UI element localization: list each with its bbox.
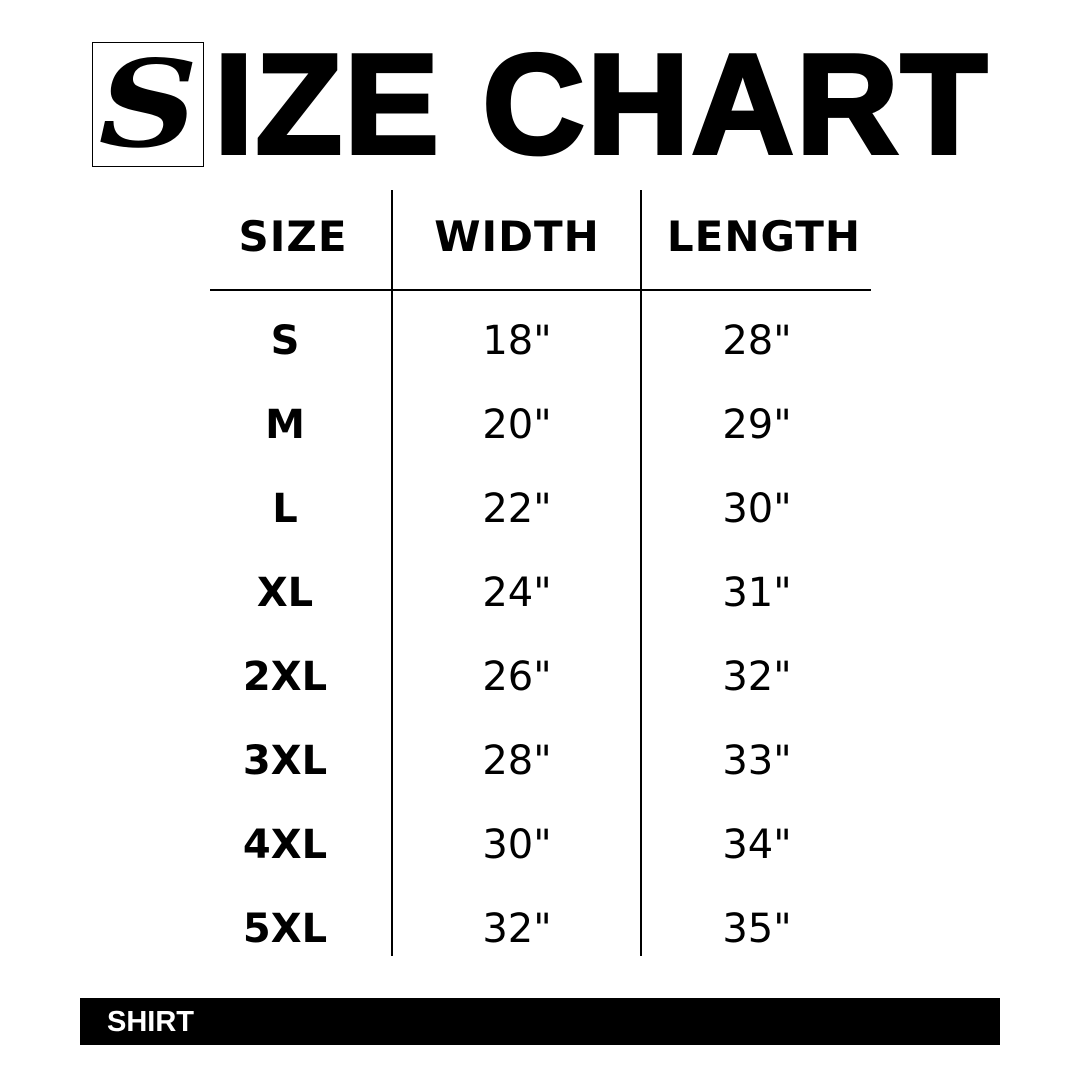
cell-width: 24" [482, 570, 552, 616]
cell-length: 28" [722, 318, 792, 364]
cell-length: 32" [722, 654, 792, 700]
cell-size: 5XL [242, 906, 328, 952]
logo-box: S [92, 42, 204, 167]
cell-length: 29" [722, 402, 792, 448]
column-divider [391, 190, 393, 956]
cell-width: 28" [482, 738, 552, 784]
cell-size: S [270, 318, 300, 364]
cell-size: 4XL [242, 822, 328, 868]
header-size: SIZE [238, 212, 348, 261]
cell-width: 32" [482, 906, 552, 952]
logo-letter: S [98, 33, 198, 175]
cell-length: 35" [722, 906, 792, 952]
cell-size: M [265, 402, 305, 448]
cell-size: 2XL [242, 654, 328, 700]
header-divider [210, 289, 871, 291]
cell-length: 33" [722, 738, 792, 784]
cell-width: 20" [482, 402, 552, 448]
footer-bar: SHIRT [80, 998, 1000, 1045]
cell-length: 30" [722, 486, 792, 532]
cell-size: L [272, 486, 298, 532]
header-length: LENGTH [666, 212, 862, 261]
page-title: IZE CHART [212, 25, 990, 184]
cell-size: 3XL [242, 738, 328, 784]
cell-width: 18" [482, 318, 552, 364]
cell-length: 31" [722, 570, 792, 616]
cell-length: 34" [722, 822, 792, 868]
cell-width: 26" [482, 654, 552, 700]
column-divider [640, 190, 642, 956]
cell-size: XL [256, 570, 314, 616]
cell-width: 22" [482, 486, 552, 532]
cell-width: 30" [482, 822, 552, 868]
header-width: WIDTH [434, 212, 600, 261]
footer-label: SHIRT [107, 1006, 194, 1038]
